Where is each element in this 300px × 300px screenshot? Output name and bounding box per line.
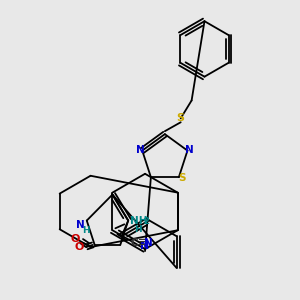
Text: O: O <box>70 234 80 244</box>
Text: N: N <box>144 238 153 248</box>
Text: N: N <box>76 220 85 230</box>
Text: 2: 2 <box>143 217 149 226</box>
Text: S: S <box>177 113 185 123</box>
Text: H: H <box>134 225 142 234</box>
Text: S: S <box>178 173 186 183</box>
Text: N: N <box>140 241 150 251</box>
Text: H: H <box>82 226 90 235</box>
Text: N: N <box>185 145 194 154</box>
Text: ≡: ≡ <box>138 237 146 247</box>
Text: N: N <box>136 145 145 154</box>
Text: C: C <box>130 238 138 248</box>
Text: O: O <box>74 242 83 252</box>
Text: NH: NH <box>130 216 148 226</box>
